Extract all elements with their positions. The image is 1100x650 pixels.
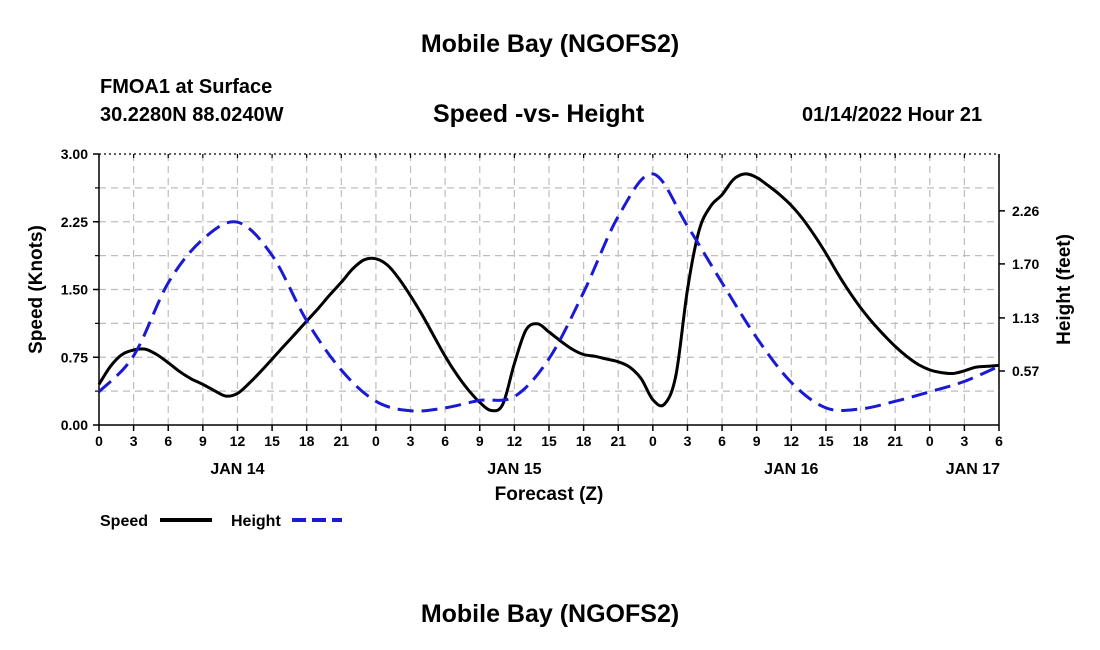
bottom-title: Mobile Bay (NGOFS2): [420, 600, 680, 628]
x-tick-label: 18: [853, 433, 869, 449]
x-tick-label: 21: [610, 433, 626, 449]
legend-label-height: Height: [231, 513, 281, 530]
x-tick-label: 9: [753, 433, 761, 449]
x-tick-label: 12: [784, 433, 800, 449]
chart-title: Speed -vs- Height: [433, 100, 645, 128]
x-tick-label: 6: [441, 433, 449, 449]
y-axis-left-title: Speed (Knots): [26, 225, 47, 354]
day-label: JAN 14: [210, 461, 264, 478]
x-tick-label: 6: [995, 433, 1003, 449]
x-tick-label: 3: [684, 433, 692, 449]
y-right-tick-label: 1.13: [1012, 310, 1039, 326]
x-tick-label: 18: [299, 433, 315, 449]
y-left-tick-label: 1.50: [61, 282, 88, 298]
y-left-tick-label: 0.75: [61, 349, 88, 365]
x-tick-label: 12: [507, 433, 523, 449]
x-tick-label: 6: [718, 433, 726, 449]
x-tick-label: 21: [887, 433, 903, 449]
x-tick-label: 9: [476, 433, 484, 449]
x-tick-label: 18: [576, 433, 592, 449]
x-tick-label: 15: [818, 433, 834, 449]
y-right-tick-label: 2.26: [1012, 203, 1039, 219]
forecast-time: 01/14/2022 Hour 21: [802, 104, 983, 126]
x-tick-label: 0: [95, 433, 103, 449]
main-title: Mobile Bay (NGOFS2): [420, 30, 680, 58]
y-left-tick-label: 3.00: [61, 146, 88, 162]
station-name: FMOA1 at Surface: [100, 76, 273, 98]
x-tick-label: 3: [130, 433, 138, 449]
height-series-line: [97, 172, 1000, 413]
y-right-tick-label: 1.70: [1012, 256, 1039, 272]
x-tick-label: 15: [264, 433, 280, 449]
day-label: JAN 16: [764, 461, 818, 478]
x-tick-label: 0: [926, 433, 934, 449]
x-tick-label: 12: [230, 433, 246, 449]
y-left-tick-label: 0.00: [61, 417, 88, 433]
x-tick-label: 0: [372, 433, 380, 449]
x-tick-label: 21: [334, 433, 350, 449]
x-tick-label: 9: [199, 433, 207, 449]
station-coordinates: 30.2280N 88.0240W: [100, 104, 284, 126]
x-tick-label: 6: [164, 433, 172, 449]
speed-series-line: [97, 172, 1000, 413]
day-label: JAN 15: [487, 461, 541, 478]
y-left-tick-label: 2.25: [61, 214, 88, 230]
legend-label-speed: Speed: [100, 513, 148, 530]
x-tick-label: 3: [960, 433, 968, 449]
x-tick-label: 0: [649, 433, 657, 449]
y-right-tick-label: 0.57: [1012, 363, 1039, 379]
x-tick-label: 15: [541, 433, 557, 449]
x-tick-label: 3: [407, 433, 415, 449]
day-label: JAN 17: [946, 461, 1000, 478]
x-axis-title: Forecast (Z): [495, 484, 604, 505]
y-axis-right-title: Height (feet): [1054, 234, 1075, 345]
